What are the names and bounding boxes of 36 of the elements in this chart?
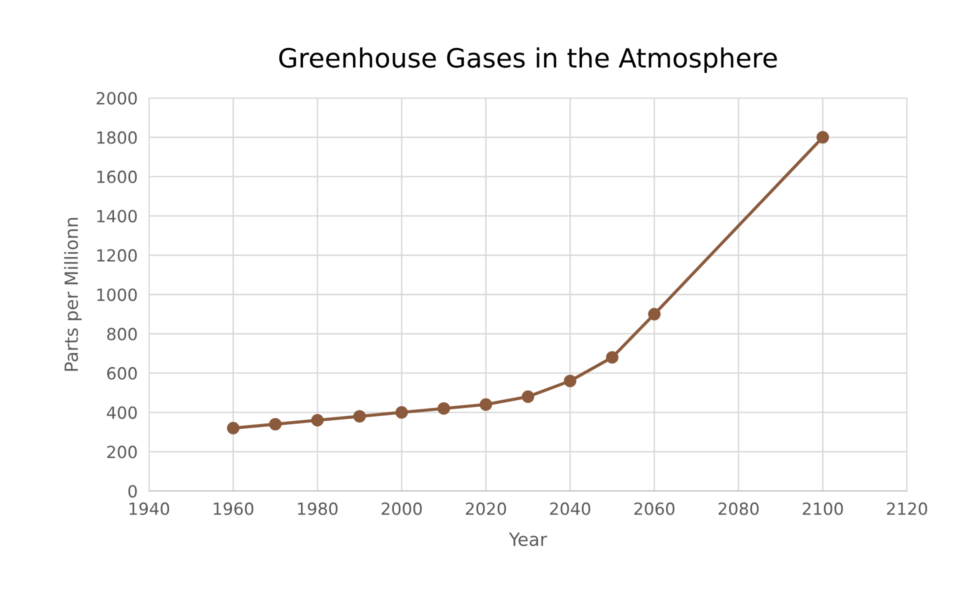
- point: [353, 410, 366, 423]
- point: [395, 406, 408, 419]
- x-tick-label: 2080: [718, 502, 759, 516]
- y-tick-label: 0: [128, 484, 137, 498]
- y-tick-label: 1600: [97, 170, 137, 184]
- point: [522, 390, 534, 403]
- y-tick-label: 400: [106, 406, 137, 419]
- point: [564, 374, 576, 388]
- y-tick-label: 1400: [97, 210, 137, 222]
- y-tick-label: 2000: [96, 92, 137, 105]
- y-tick-label: 1800: [97, 131, 137, 144]
- chart-title: Greenhouse Gases in the Atmosphere: [279, 47, 777, 73]
- point: [606, 351, 618, 364]
- y-tick-label: 800: [107, 328, 137, 340]
- point: [480, 398, 492, 411]
- y-tick-label: 1000: [97, 288, 137, 302]
- x-tick-label: 1940: [130, 502, 170, 516]
- x-tick-label: 2060: [634, 502, 674, 516]
- x-axis-title: Year: [508, 532, 548, 546]
- y-tick-label: 200: [107, 446, 137, 458]
- x-tick-label: 2100: [802, 502, 843, 516]
- point: [269, 418, 282, 430]
- x-tick-label: 2040: [550, 502, 590, 516]
- point: [311, 414, 324, 427]
- x-tick-label: 2120: [887, 502, 928, 516]
- point: [648, 308, 661, 320]
- x-tick-label: 2020: [466, 502, 506, 516]
- y-tick-label: 600: [107, 367, 137, 380]
- point: [438, 402, 450, 415]
- y-axis-title: Parts per Millionn: [64, 218, 82, 371]
- y-tick-label: 1200: [97, 249, 137, 262]
- x-tick-label: 1960: [214, 502, 254, 516]
- x-tick-label: 1980: [298, 502, 338, 516]
- point: [226, 422, 240, 434]
- x-tick-label: 2000: [382, 502, 422, 516]
- point: [816, 131, 830, 144]
